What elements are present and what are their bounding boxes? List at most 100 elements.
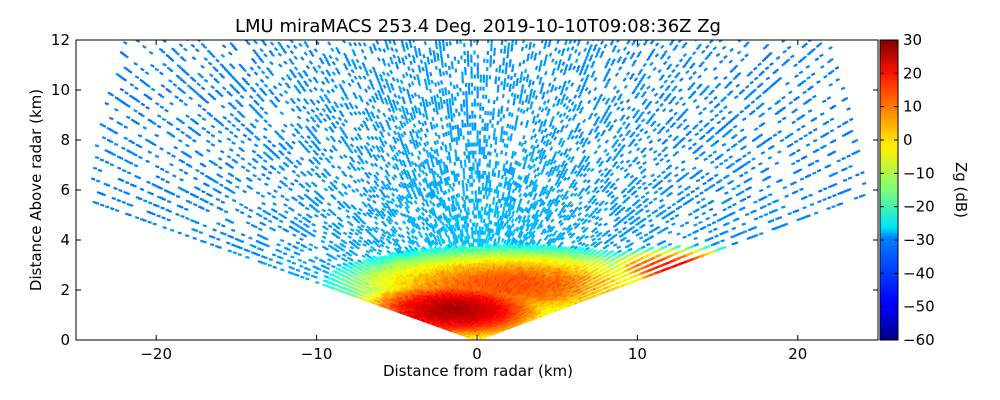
radar-cell	[486, 175, 489, 179]
radar-cell	[479, 146, 481, 150]
radar-cell	[489, 59, 492, 63]
radar-cell	[489, 159, 492, 163]
radar-cell	[492, 116, 495, 120]
radar-cell	[483, 239, 486, 243]
radar-cell	[480, 231, 482, 235]
radar-cell	[479, 150, 481, 154]
radar-cell	[493, 60, 496, 64]
radar-cell	[478, 178, 480, 182]
radar-cell	[480, 75, 482, 79]
radar-cell	[479, 131, 481, 135]
radar-cell	[490, 47, 493, 51]
radar-figure: LMU miraMACS 253.4 Deg. 2019-10-10T09:08…	[0, 0, 1000, 400]
radar-cell	[483, 151, 485, 155]
radar-cell	[483, 147, 485, 151]
radar-cell	[485, 203, 488, 207]
radar-cell	[485, 79, 487, 83]
radar-cell	[486, 127, 489, 131]
radar-cell	[485, 179, 488, 183]
chart-title: LMU miraMACS 253.4 Deg. 2019-10-10T09:08…	[235, 16, 721, 37]
radar-cell	[486, 75, 488, 79]
radar-cell	[483, 211, 486, 215]
radar-cell	[489, 63, 492, 67]
radar-cell	[483, 155, 485, 159]
radar-cell	[482, 171, 484, 175]
radar-cell	[485, 183, 488, 187]
radar-cell	[482, 183, 484, 187]
radar-cell	[487, 151, 490, 155]
radar-cell	[491, 124, 494, 128]
radar-cell	[478, 239, 480, 243]
radar-cell	[486, 59, 488, 63]
radar-cell	[484, 111, 486, 115]
radar-cell	[477, 234, 479, 238]
radar-cell	[484, 223, 487, 227]
radar-cell	[476, 230, 478, 234]
radar-cell	[481, 151, 483, 155]
radar-cell	[495, 68, 498, 72]
radar-cell	[484, 127, 486, 131]
radar-cell	[476, 222, 478, 226]
radar-cell	[480, 79, 482, 83]
radar-cell	[486, 139, 489, 143]
radar-cell	[483, 195, 486, 199]
radar-cell	[478, 214, 480, 218]
radar-cell	[486, 123, 489, 127]
radar-cell	[490, 55, 493, 59]
radar-cell	[483, 139, 485, 143]
radar-cell	[481, 127, 483, 131]
radar-cell	[478, 210, 480, 214]
radar-cell	[761, 35, 766, 39]
radar-cell	[493, 52, 496, 56]
radar-cell	[488, 135, 491, 139]
radar-cell	[492, 112, 495, 116]
radar-cell	[482, 95, 484, 99]
radar-cell	[479, 227, 481, 231]
radar-cell	[487, 51, 489, 55]
radar-cell	[734, 31, 739, 35]
radar-cell	[483, 135, 485, 139]
radar-cell	[488, 171, 491, 175]
radar-cell	[479, 103, 481, 107]
radar-cell	[812, 34, 817, 38]
radar-cell	[478, 186, 480, 190]
radar-cell	[485, 191, 488, 195]
radar-cell	[481, 147, 483, 151]
radar-cell	[742, 34, 747, 38]
radar-cell	[479, 142, 481, 146]
radar-cell	[481, 227, 484, 231]
radar-cell	[479, 107, 481, 111]
radar-cell	[484, 123, 486, 127]
radar-cell	[482, 107, 484, 111]
radar-cell	[486, 163, 489, 167]
radar-cell	[798, 35, 803, 39]
radar-cell	[481, 207, 483, 211]
radar-cell	[477, 242, 479, 246]
radar-cell	[485, 155, 488, 159]
radar-cell	[483, 219, 486, 223]
radar-cell	[479, 115, 481, 119]
radar-cell	[744, 31, 749, 35]
radar-cell	[478, 162, 480, 166]
radar-cell	[486, 67, 488, 71]
radar-cell	[478, 190, 480, 194]
radar-cell	[487, 111, 490, 115]
radar-cell	[485, 83, 487, 87]
radar-cell	[485, 143, 488, 147]
radar-cell	[479, 139, 481, 143]
radar-cell	[483, 79, 485, 83]
radar-cell	[490, 144, 493, 148]
radar-cell	[489, 119, 492, 123]
radar-cell	[478, 158, 480, 162]
radar-cell	[482, 119, 484, 123]
radar-cell	[494, 80, 497, 84]
radar-cell	[482, 87, 484, 91]
radar-cell	[479, 87, 481, 91]
radar-cell	[493, 100, 496, 104]
radar-cell	[495, 76, 498, 80]
radar-cell	[480, 219, 482, 223]
radar-cell	[752, 34, 757, 38]
radar-cell	[493, 48, 496, 52]
radar-cell	[486, 195, 489, 199]
radar-cell	[490, 43, 493, 47]
